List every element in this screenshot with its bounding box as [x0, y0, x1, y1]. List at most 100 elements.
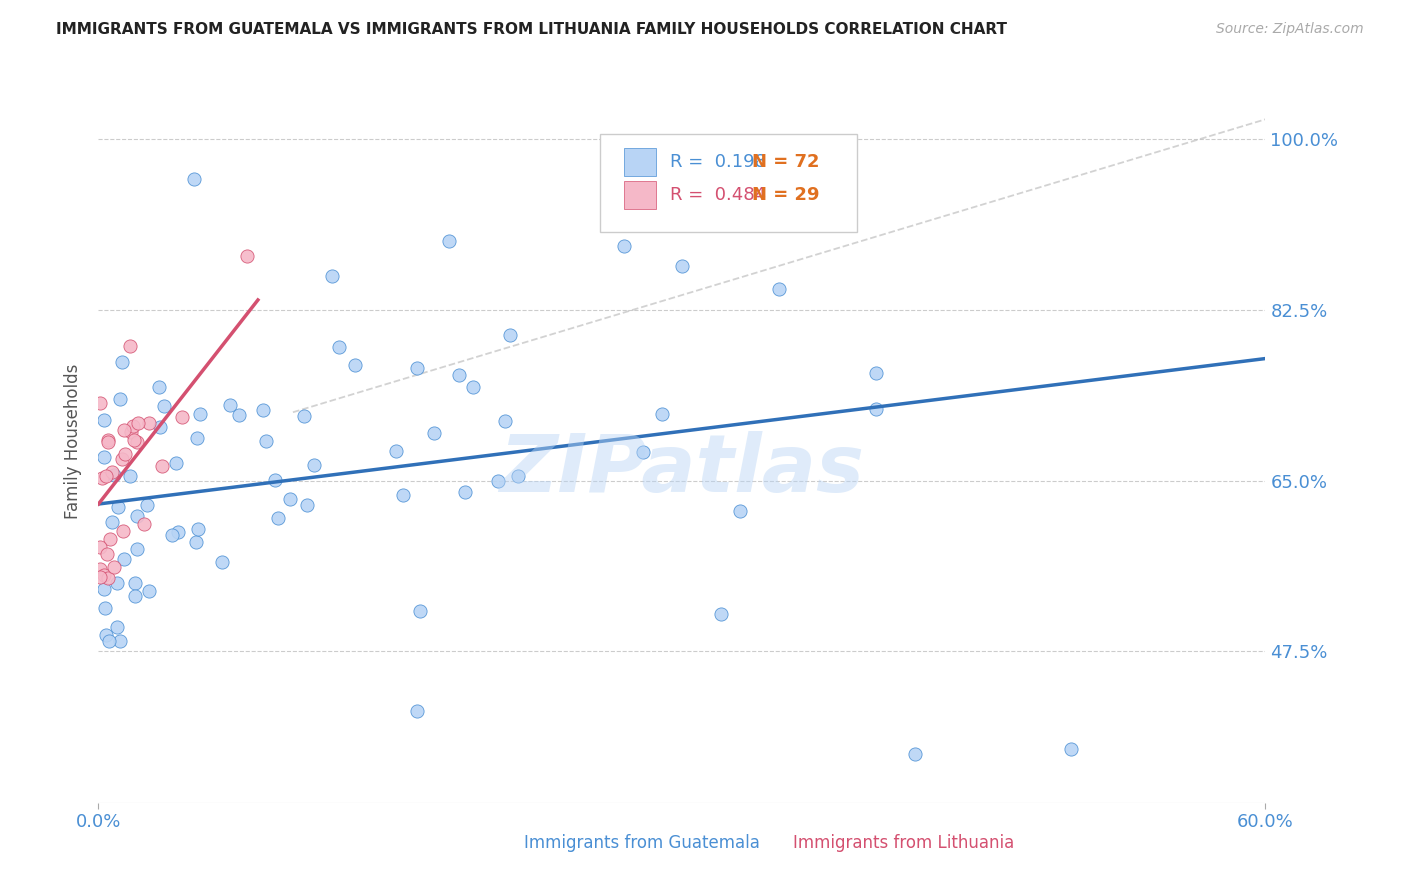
Point	[93, 450, 115, 464]
Point	[170, 410, 193, 425]
Point	[111, 524, 134, 538]
Point	[122, 419, 145, 434]
Point	[344, 358, 367, 372]
Point	[150, 459, 173, 474]
Point	[98, 634, 121, 648]
Point	[267, 511, 290, 525]
Point	[499, 327, 522, 342]
Point	[114, 447, 136, 461]
Point	[132, 517, 155, 532]
Point	[1060, 742, 1083, 756]
Point	[292, 409, 315, 423]
Point	[138, 584, 160, 599]
Point	[136, 498, 159, 512]
Point	[494, 414, 516, 428]
FancyBboxPatch shape	[600, 135, 858, 232]
Point	[98, 532, 121, 546]
Point	[405, 360, 427, 375]
Point	[631, 444, 654, 458]
Point	[138, 417, 160, 431]
Text: Source: ZipAtlas.com: Source: ZipAtlas.com	[1216, 22, 1364, 37]
Point	[219, 398, 242, 412]
Point	[865, 401, 887, 416]
Point	[89, 396, 111, 410]
Point	[89, 540, 111, 554]
Point	[152, 399, 174, 413]
Point	[228, 408, 250, 422]
Point	[254, 434, 277, 448]
Point	[112, 551, 135, 566]
Point	[613, 239, 636, 253]
Point	[127, 417, 149, 431]
Point	[167, 525, 190, 540]
Point	[120, 469, 142, 483]
Point	[97, 435, 120, 450]
Point	[124, 589, 146, 603]
Text: N = 29: N = 29	[752, 186, 820, 204]
Point	[447, 368, 470, 383]
Point	[165, 456, 187, 470]
Point	[112, 423, 135, 437]
Point	[107, 500, 129, 515]
Point	[111, 452, 134, 467]
Text: Immigrants from Lithuania: Immigrants from Lithuania	[793, 833, 1014, 852]
Point	[118, 338, 141, 352]
Point	[463, 380, 485, 394]
Point	[768, 282, 790, 296]
Point	[96, 548, 118, 562]
Point	[149, 420, 172, 434]
Point	[127, 508, 149, 523]
FancyBboxPatch shape	[489, 831, 515, 854]
Point	[188, 407, 211, 421]
FancyBboxPatch shape	[624, 181, 657, 209]
Text: IMMIGRANTS FROM GUATEMALA VS IMMIGRANTS FROM LITHUANIA FAMILY HOUSEHOLDS CORRELA: IMMIGRANTS FROM GUATEMALA VS IMMIGRANTS …	[56, 22, 1007, 37]
Point	[93, 582, 115, 596]
Point	[111, 355, 134, 369]
Point	[328, 340, 350, 354]
Point	[93, 568, 115, 582]
Point	[108, 634, 131, 648]
FancyBboxPatch shape	[758, 831, 783, 854]
Point	[127, 435, 149, 450]
Point	[101, 465, 124, 479]
Point	[127, 541, 149, 556]
Point	[184, 534, 207, 549]
Text: Immigrants from Guatemala: Immigrants from Guatemala	[524, 833, 761, 852]
Point	[437, 235, 460, 249]
Point	[97, 433, 120, 447]
Point	[94, 601, 117, 615]
Point	[90, 471, 112, 485]
Point	[93, 413, 115, 427]
Point	[103, 467, 125, 482]
Point	[186, 431, 208, 445]
Point	[252, 402, 274, 417]
Text: N = 72: N = 72	[752, 153, 820, 171]
Text: ZIPatlas: ZIPatlas	[499, 432, 865, 509]
Point	[264, 473, 287, 487]
Point	[160, 527, 183, 541]
Point	[297, 498, 319, 512]
Point	[392, 488, 415, 502]
Point	[409, 604, 432, 618]
Point	[321, 268, 343, 283]
Point	[124, 575, 146, 590]
Point	[108, 392, 131, 407]
Point	[651, 407, 673, 421]
Point	[454, 485, 477, 500]
Point	[506, 468, 529, 483]
FancyBboxPatch shape	[624, 148, 657, 176]
Point	[302, 458, 325, 472]
Point	[486, 475, 509, 489]
Point	[89, 562, 111, 576]
Point	[405, 704, 427, 718]
Point	[384, 443, 406, 458]
Point	[278, 492, 301, 507]
Point	[89, 570, 111, 584]
Point	[904, 747, 927, 761]
Text: R =  0.484: R = 0.484	[671, 186, 766, 204]
Point	[105, 576, 128, 591]
Point	[101, 515, 124, 529]
Point	[236, 249, 259, 263]
Point	[148, 380, 170, 394]
Point	[211, 555, 233, 569]
